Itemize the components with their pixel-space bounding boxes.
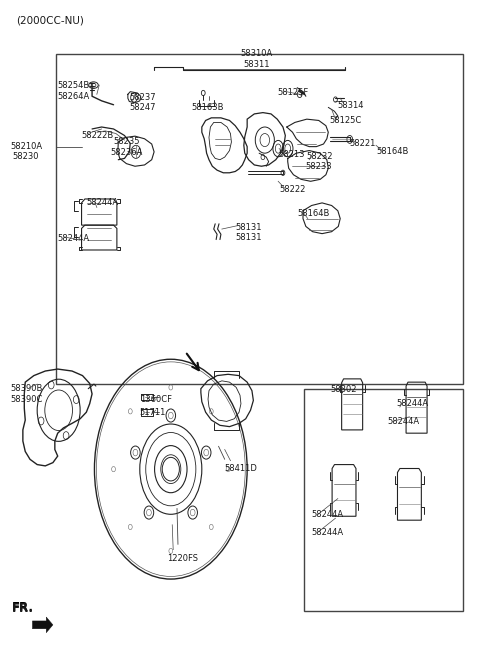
Text: FR.: FR. (12, 602, 34, 615)
Polygon shape (33, 617, 53, 633)
Text: 58125C: 58125C (330, 116, 362, 125)
Text: 58310A
58311: 58310A 58311 (240, 49, 273, 68)
Text: 58244A: 58244A (312, 528, 344, 537)
Text: 58210A
58230: 58210A 58230 (10, 142, 42, 162)
Text: 58232
58233: 58232 58233 (306, 152, 333, 171)
Text: FR.: FR. (12, 601, 34, 614)
Text: 58164B: 58164B (297, 210, 330, 218)
Text: 58163B: 58163B (192, 102, 224, 112)
Text: 58302: 58302 (331, 386, 357, 394)
Text: 51711: 51711 (140, 408, 166, 417)
Text: 58254B
58264A: 58254B 58264A (58, 81, 90, 101)
Bar (56, 54, 463, 384)
Text: 58222: 58222 (279, 185, 305, 194)
Text: 58213: 58213 (278, 150, 305, 159)
Text: 58235
58236A: 58235 58236A (110, 137, 143, 157)
Text: 58314: 58314 (338, 101, 364, 110)
Text: 58244A: 58244A (312, 510, 344, 520)
Text: 58222B: 58222B (82, 131, 114, 140)
Text: (2000CC-NU): (2000CC-NU) (16, 16, 84, 26)
Text: 58411D: 58411D (225, 464, 258, 473)
Text: 58131
58131: 58131 58131 (235, 223, 262, 242)
Text: 1220FS: 1220FS (168, 555, 198, 563)
Text: 58244A: 58244A (58, 234, 90, 242)
Text: 58125F: 58125F (277, 88, 309, 97)
Text: 1360CF: 1360CF (140, 396, 172, 404)
Text: 58164B: 58164B (376, 147, 408, 156)
Text: 58244A: 58244A (387, 417, 419, 426)
Text: 58237
58247: 58237 58247 (129, 93, 156, 112)
Bar (304, 389, 463, 611)
Text: 58221: 58221 (350, 139, 376, 148)
Text: 58244A: 58244A (396, 399, 429, 407)
Text: 58390B
58390C: 58390B 58390C (10, 384, 42, 403)
Text: 58244A: 58244A (86, 198, 119, 207)
